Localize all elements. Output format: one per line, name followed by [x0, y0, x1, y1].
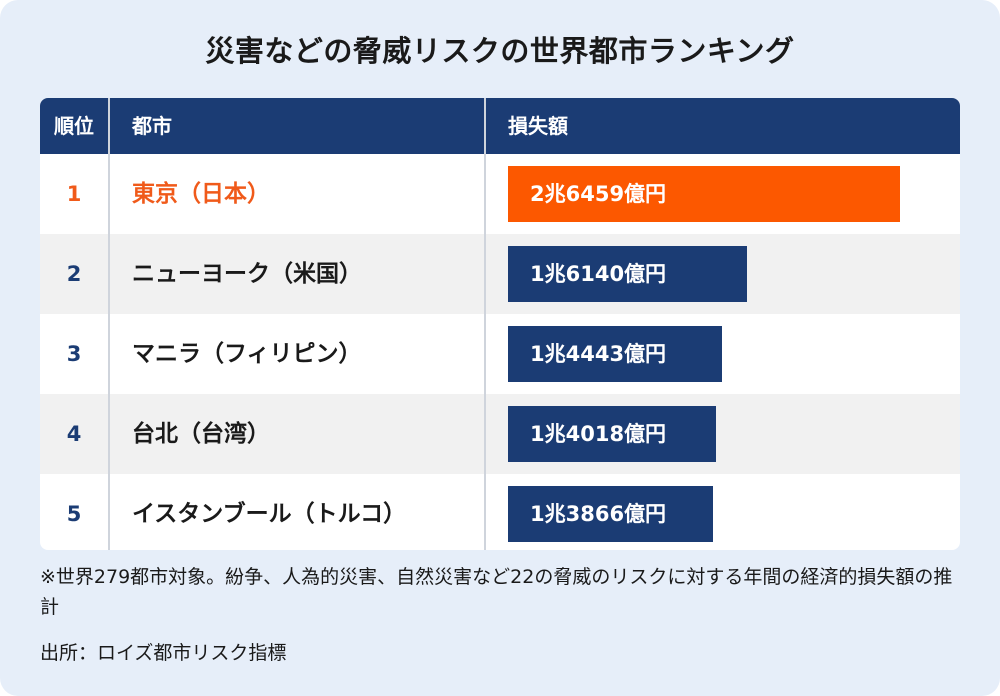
- column-divider: [108, 98, 110, 550]
- city-label: イスタンブール（トルコ）: [132, 501, 407, 527]
- ranking-table: 順位 都市 損失額 1 東京（日本） 2兆6459億円 2 ニューヨーク（米国） 1兆61…: [40, 98, 960, 550]
- header-loss: 損失額: [508, 114, 568, 138]
- bar-value-label: 1兆3866億円: [530, 502, 667, 526]
- bar-value-label: 1兆4443億円: [530, 342, 667, 366]
- table-row: 1 東京（日本） 2兆6459億円: [40, 154, 960, 234]
- rank-label: 5: [66, 502, 82, 526]
- loss-bar: 1兆4443億円: [508, 326, 722, 382]
- rank-label: 1: [66, 182, 82, 206]
- rank-label: 2: [66, 262, 82, 286]
- table-row: 5 イスタンブール（トルコ） 1兆3866億円: [40, 474, 960, 550]
- city-label: 台北（台湾）: [132, 421, 270, 447]
- bar-value-label: 1兆6140億円: [530, 262, 667, 286]
- rank-label: 4: [66, 422, 82, 446]
- rank-label: 3: [66, 342, 82, 366]
- loss-bar: 2兆6459億円: [508, 166, 900, 222]
- header-city: 都市: [132, 114, 172, 138]
- city-label: ニューヨーク（米国）: [132, 261, 362, 287]
- column-divider: [484, 98, 486, 550]
- table-header: 順位 都市 損失額: [40, 98, 960, 154]
- footnote: ※世界279都市対象。紛争、人為的災害、自然災害など22の脅威のリスクに対する年…: [40, 566, 953, 618]
- bar-value-label: 2兆6459億円: [530, 182, 667, 206]
- table-row: 2 ニューヨーク（米国） 1兆6140億円: [40, 234, 960, 314]
- loss-bar: 1兆4018億円: [508, 406, 716, 462]
- loss-bar: 1兆6140億円: [508, 246, 747, 302]
- bar-value-label: 1兆4018億円: [530, 422, 667, 446]
- city-label: マニラ（フィリピン）: [132, 341, 362, 367]
- city-label: 東京（日本）: [132, 181, 270, 207]
- table-row: 4 台北（台湾） 1兆4018億円: [40, 394, 960, 474]
- table-row: 3 マニラ（フィリピン） 1兆4443億円: [40, 314, 960, 394]
- loss-bar: 1兆3866億円: [508, 486, 713, 542]
- source-note: 出所：ロイズ都市リスク指標: [40, 642, 287, 664]
- header-rank: 順位: [54, 114, 94, 138]
- chart-title: 災害などの脅威リスクの世界都市ランキング: [205, 34, 795, 68]
